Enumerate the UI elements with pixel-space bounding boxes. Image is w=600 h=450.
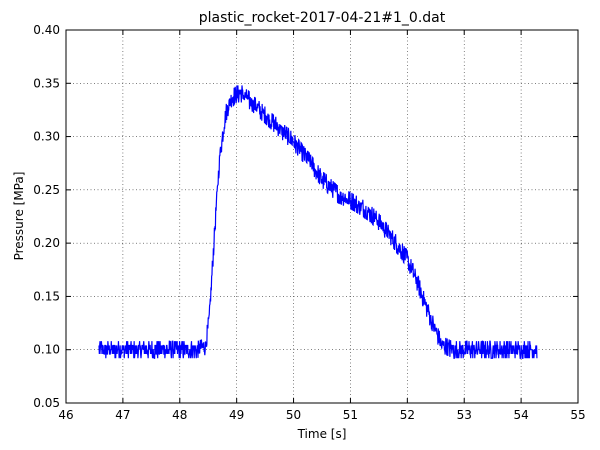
x-tick-label: 49 — [229, 408, 244, 422]
x-tick-label: 48 — [172, 408, 187, 422]
y-tick-label: 0.25 — [33, 183, 60, 197]
y-tick-label: 0.10 — [33, 343, 60, 357]
y-tick-label: 0.40 — [33, 23, 60, 37]
ticks: 46 47 48 49 50 51 52 53 54 55 0.05 0.10 0.15 0.20 0.25… — [33, 23, 585, 422]
x-tick-label: 54 — [513, 408, 528, 422]
y-tick-label: 0.30 — [33, 130, 60, 144]
x-tick-label: 50 — [286, 408, 301, 422]
x-tick-label: 51 — [343, 408, 358, 422]
series-layer — [98, 85, 538, 359]
plot-frame — [65, 29, 579, 404]
y-tick-label: 0.20 — [33, 236, 60, 250]
chart-title: plastic_rocket-2017-04-21#1_0.dat — [199, 10, 446, 26]
x-tick-label: 47 — [115, 408, 130, 422]
grid — [66, 30, 578, 403]
y-tick-label: 0.15 — [33, 289, 60, 303]
x-tick-label: 46 — [58, 408, 73, 422]
y-tick-label: 0.35 — [33, 76, 60, 90]
y-tick-label: 0.05 — [33, 396, 60, 410]
pressure-series-line — [98, 85, 538, 359]
x-tick-label: 53 — [457, 408, 472, 422]
y-axis-label: Pressure [MPa] — [12, 172, 26, 261]
x-tick-label: 55 — [570, 408, 585, 422]
x-tick-label: 52 — [400, 408, 415, 422]
x-axis-label: Time [s] — [297, 427, 347, 441]
